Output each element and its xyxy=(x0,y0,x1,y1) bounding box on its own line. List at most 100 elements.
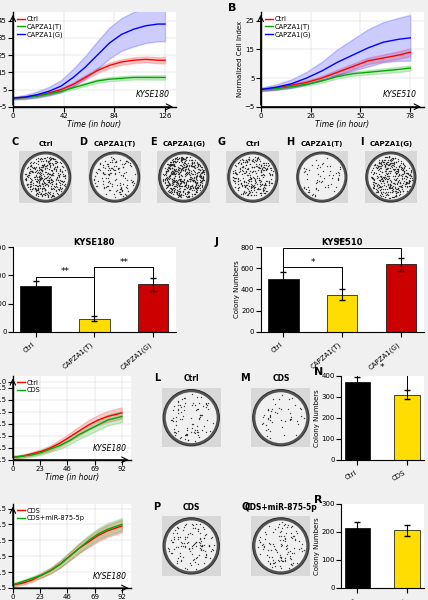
Point xyxy=(321,182,328,192)
Point xyxy=(37,171,44,181)
Point xyxy=(278,539,285,548)
Point xyxy=(194,175,201,185)
Point xyxy=(165,163,172,172)
Point xyxy=(378,167,385,176)
Point xyxy=(255,152,262,162)
Point xyxy=(384,189,391,199)
Point xyxy=(180,541,187,551)
Bar xyxy=(327,295,357,332)
Point xyxy=(178,555,185,565)
Ellipse shape xyxy=(256,520,306,571)
Point xyxy=(182,184,189,194)
Line: CDS: CDS xyxy=(13,526,122,585)
Point xyxy=(377,181,384,190)
Line: CAPZA1(G): CAPZA1(G) xyxy=(13,24,165,98)
Point xyxy=(24,170,31,179)
Point xyxy=(34,188,41,197)
Point xyxy=(50,161,56,170)
Point xyxy=(47,169,54,179)
Point xyxy=(282,557,288,566)
Point xyxy=(184,167,190,177)
Point xyxy=(258,167,265,177)
Point xyxy=(31,164,38,174)
Point xyxy=(265,413,272,422)
Point xyxy=(377,172,384,182)
Point xyxy=(192,177,199,187)
Point xyxy=(186,174,193,184)
Point xyxy=(387,155,394,165)
Point xyxy=(164,182,171,191)
Point xyxy=(205,541,212,551)
Point xyxy=(318,178,325,187)
Point xyxy=(179,552,186,562)
Point xyxy=(244,157,250,167)
Point xyxy=(179,186,186,196)
Point xyxy=(113,180,120,190)
Point xyxy=(196,172,202,181)
Point xyxy=(274,555,281,565)
Point xyxy=(40,176,47,186)
Point xyxy=(395,187,402,196)
Point xyxy=(187,152,194,162)
Point xyxy=(293,529,300,538)
Point xyxy=(178,171,185,181)
Point xyxy=(280,520,287,530)
Point xyxy=(232,173,239,182)
Point xyxy=(37,154,44,164)
Point xyxy=(192,182,199,191)
Point xyxy=(34,181,41,191)
Point xyxy=(175,163,182,172)
Point xyxy=(259,179,266,189)
Point xyxy=(188,157,195,167)
Point xyxy=(33,176,40,186)
Point xyxy=(309,190,316,199)
Point xyxy=(196,410,203,419)
Point xyxy=(291,400,298,410)
Point xyxy=(106,176,113,186)
Point xyxy=(163,173,169,183)
Point xyxy=(128,177,135,187)
Ctrl xyxy=(67,433,72,440)
Point xyxy=(27,161,34,170)
Point xyxy=(242,182,249,191)
Point xyxy=(386,166,393,176)
Point xyxy=(166,546,172,556)
Point xyxy=(169,155,175,164)
Point xyxy=(335,167,342,176)
Point xyxy=(179,526,186,535)
Point xyxy=(102,173,109,183)
Point xyxy=(183,178,190,188)
Point xyxy=(383,166,389,176)
Point xyxy=(199,168,206,178)
Point xyxy=(267,170,274,180)
Point xyxy=(392,171,398,181)
Point xyxy=(193,183,200,193)
Point xyxy=(188,181,195,191)
Point xyxy=(93,182,100,191)
Point xyxy=(288,412,294,422)
Point xyxy=(197,178,204,187)
Point xyxy=(26,181,33,191)
Point xyxy=(253,155,260,164)
Point xyxy=(53,182,60,191)
Point xyxy=(237,167,244,176)
Text: Q: Q xyxy=(242,502,250,512)
Point xyxy=(23,172,30,181)
Point xyxy=(193,181,199,190)
Point xyxy=(177,190,184,199)
Point xyxy=(176,187,183,197)
Point xyxy=(378,188,385,198)
Point xyxy=(197,168,204,178)
Point xyxy=(53,186,59,196)
Point xyxy=(386,151,392,161)
Point xyxy=(233,173,240,183)
Point xyxy=(112,192,119,202)
Point xyxy=(168,159,175,169)
Point xyxy=(170,156,177,166)
Point xyxy=(378,181,385,191)
Point xyxy=(192,160,199,169)
Point xyxy=(43,179,50,189)
Point xyxy=(190,161,197,171)
Point xyxy=(278,555,285,565)
Point xyxy=(93,181,100,191)
